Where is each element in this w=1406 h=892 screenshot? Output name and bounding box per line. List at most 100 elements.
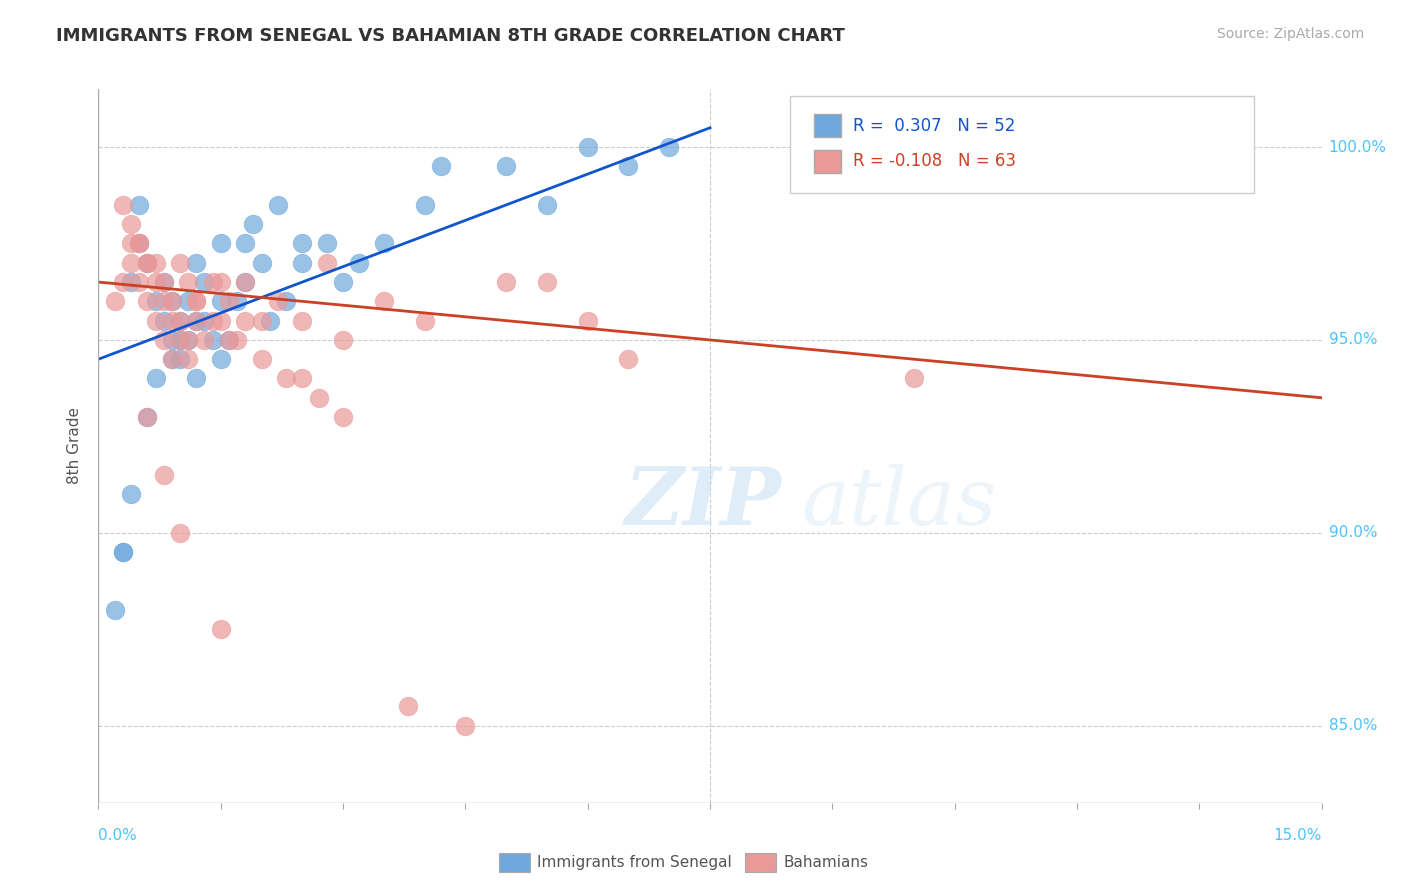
Point — [120, 487, 142, 501]
Point — [152, 294, 174, 309]
Point — [233, 275, 256, 289]
Point — [160, 294, 183, 309]
Point — [120, 275, 142, 289]
Point — [136, 256, 159, 270]
Point — [111, 275, 134, 289]
Point — [201, 313, 224, 327]
Point — [413, 313, 436, 327]
Point — [209, 622, 232, 636]
Point — [120, 217, 142, 231]
Text: 100.0%: 100.0% — [1329, 139, 1386, 154]
Point — [226, 294, 249, 309]
Point — [193, 313, 215, 327]
Point — [111, 545, 134, 559]
Point — [177, 294, 200, 309]
Point — [169, 313, 191, 327]
Point — [177, 275, 200, 289]
Point — [242, 217, 264, 231]
Point — [332, 275, 354, 289]
Point — [177, 352, 200, 367]
Point — [186, 294, 208, 309]
Point — [495, 159, 517, 173]
Text: 0.0%: 0.0% — [98, 828, 138, 843]
Point — [186, 256, 208, 270]
Point — [218, 294, 240, 309]
Point — [145, 313, 167, 327]
Point — [136, 410, 159, 425]
Point — [903, 371, 925, 385]
Point — [233, 236, 256, 251]
Point — [209, 352, 232, 367]
Point — [160, 333, 183, 347]
Point — [209, 313, 232, 327]
Point — [104, 603, 127, 617]
Point — [259, 313, 281, 327]
Point — [104, 294, 127, 309]
Point — [120, 236, 142, 251]
Point — [218, 333, 240, 347]
Point — [267, 294, 290, 309]
Point — [250, 256, 273, 270]
Point — [267, 198, 290, 212]
Point — [315, 256, 337, 270]
Point — [315, 236, 337, 251]
Point — [617, 352, 640, 367]
FancyBboxPatch shape — [814, 150, 841, 173]
Point — [209, 236, 232, 251]
Point — [332, 410, 354, 425]
Point — [152, 275, 174, 289]
Point — [145, 256, 167, 270]
Point — [332, 333, 354, 347]
Point — [136, 294, 159, 309]
Point — [209, 275, 232, 289]
Text: Immigrants from Senegal: Immigrants from Senegal — [537, 855, 733, 870]
Point — [201, 333, 224, 347]
Point — [291, 236, 314, 251]
Point — [145, 371, 167, 385]
Point — [152, 275, 174, 289]
Point — [145, 275, 167, 289]
Point — [177, 333, 200, 347]
Point — [233, 275, 256, 289]
Y-axis label: 8th Grade: 8th Grade — [66, 408, 82, 484]
Point — [160, 352, 183, 367]
Point — [274, 294, 297, 309]
Text: 15.0%: 15.0% — [1274, 828, 1322, 843]
Point — [186, 313, 208, 327]
Point — [186, 371, 208, 385]
Text: IMMIGRANTS FROM SENEGAL VS BAHAMIAN 8TH GRADE CORRELATION CHART: IMMIGRANTS FROM SENEGAL VS BAHAMIAN 8TH … — [56, 27, 845, 45]
Point — [209, 294, 232, 309]
Point — [136, 410, 159, 425]
Text: R = -0.108   N = 63: R = -0.108 N = 63 — [853, 153, 1017, 170]
Point — [169, 525, 191, 540]
Point — [430, 159, 453, 173]
Point — [274, 371, 297, 385]
Text: 95.0%: 95.0% — [1329, 333, 1376, 347]
Point — [186, 294, 208, 309]
Point — [250, 313, 273, 327]
Point — [152, 333, 174, 347]
Point — [226, 333, 249, 347]
Point — [617, 159, 640, 173]
Point — [177, 333, 200, 347]
Text: ZIP: ZIP — [624, 465, 782, 541]
Point — [349, 256, 371, 270]
Point — [373, 236, 395, 251]
Point — [160, 352, 183, 367]
Text: Source: ZipAtlas.com: Source: ZipAtlas.com — [1216, 27, 1364, 41]
Point — [152, 313, 174, 327]
Point — [120, 256, 142, 270]
Point — [413, 198, 436, 212]
Point — [152, 467, 174, 482]
Text: R =  0.307   N = 52: R = 0.307 N = 52 — [853, 117, 1015, 135]
Point — [111, 198, 134, 212]
Point — [291, 256, 314, 270]
Point — [128, 236, 150, 251]
Point — [128, 236, 150, 251]
FancyBboxPatch shape — [814, 114, 841, 137]
Point — [373, 294, 395, 309]
Point — [536, 198, 558, 212]
Point — [169, 313, 191, 327]
Point — [233, 313, 256, 327]
Point — [128, 236, 150, 251]
